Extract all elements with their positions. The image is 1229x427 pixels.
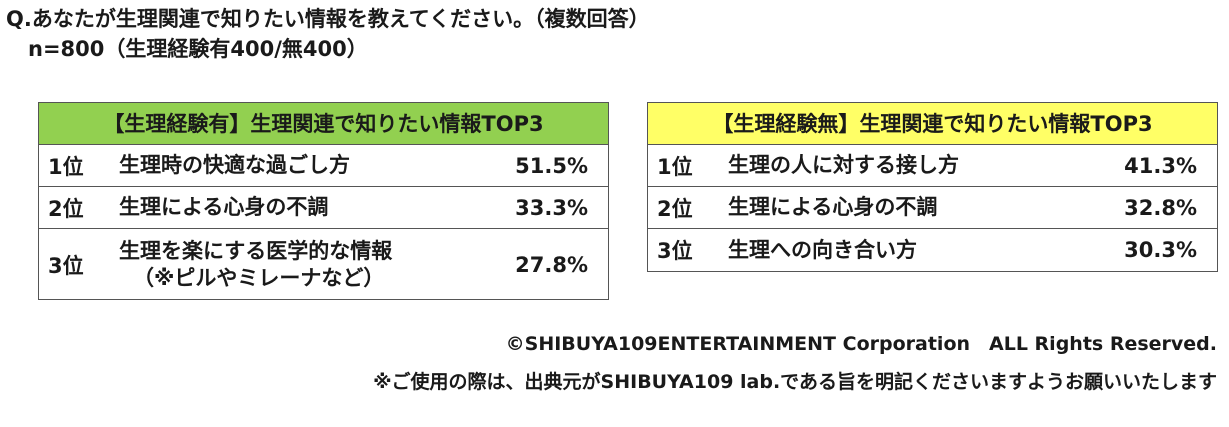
rank-label: 3位 — [657, 239, 693, 263]
experienced-table-header: 【生理経験有】生理関連で知りたい情報TOP3 — [39, 103, 608, 145]
item-subtext: （※ピルやミレーナなど） — [133, 265, 385, 290]
inexperienced-table: 【生理経験無】生理関連で知りたい情報TOP3 1位 生理の人に対する接し方 41… — [647, 102, 1218, 272]
item-label: 生理による心身の不調 — [119, 187, 328, 228]
item-text: 生理への向き合い方 — [728, 237, 917, 262]
item-text: 生理を楽にする医学的な情報 — [119, 238, 393, 263]
percentage: 32.8% — [1124, 195, 1197, 220]
table-row: 2位 生理による心身の不調 32.8% — [648, 187, 1217, 229]
usage-notice: ※ご使用の際は、出典元がSHIBUYA109 lab.である旨を明記くださいます… — [373, 371, 1217, 393]
table-row: 1位 生理時の快適な過ごし方 51.5% — [39, 145, 608, 187]
item-text: 生理による心身の不調 — [728, 195, 938, 219]
rank-label: 1位 — [657, 154, 693, 179]
rank-label: 2位 — [657, 196, 693, 221]
inexperienced-table-header: 【生理経験無】生理関連で知りたい情報TOP3 — [648, 103, 1217, 145]
percentage: 33.3% — [515, 195, 588, 220]
item-label: 生理時の快適な過ごし方 — [119, 145, 350, 186]
item-label: 生理を楽にする医学的な情報 （※ピルやミレーナなど） — [119, 229, 392, 300]
percentage: 27.8% — [515, 252, 588, 277]
table-row: 2位 生理による心身の不調 33.3% — [39, 187, 608, 229]
item-label: 生理への向き合い方 — [728, 229, 917, 271]
rank-label: 2位 — [48, 196, 84, 221]
copyright-text: ©SHIBUYA109ENTERTAINMENT Corporation ALL… — [505, 333, 1217, 355]
percentage: 30.3% — [1124, 238, 1197, 262]
rank-label: 1位 — [48, 154, 84, 179]
item-label: 生理の人に対する接し方 — [728, 145, 959, 186]
table-row: 1位 生理の人に対する接し方 41.3% — [648, 145, 1217, 187]
item-label: 生理による心身の不調 — [728, 187, 937, 228]
item-text: 生理時の快適な過ごし方 — [119, 153, 350, 177]
rank-label: 3位 — [48, 253, 84, 278]
table-row: 3位 生理への向き合い方 30.3% — [648, 229, 1217, 271]
experienced-table: 【生理経験有】生理関連で知りたい情報TOP3 1位 生理時の快適な過ごし方 51… — [38, 102, 609, 300]
table-row: 3位 生理を楽にする医学的な情報 （※ピルやミレーナなど） 27.8% — [39, 229, 608, 300]
item-text: 生理による心身の不調 — [119, 195, 329, 219]
question-block: Q.あなたが生理関連で知りたい情報を教えてください。（複数回答） n=800（生… — [6, 4, 650, 64]
percentage: 51.5% — [515, 153, 588, 178]
percentage: 41.3% — [1124, 153, 1197, 178]
sample-size: n=800（生理経験有400/無400） — [28, 37, 368, 61]
item-text: 生理の人に対する接し方 — [728, 153, 959, 177]
question-title: Q.あなたが生理関連で知りたい情報を教えてください。（複数回答） — [6, 7, 650, 31]
